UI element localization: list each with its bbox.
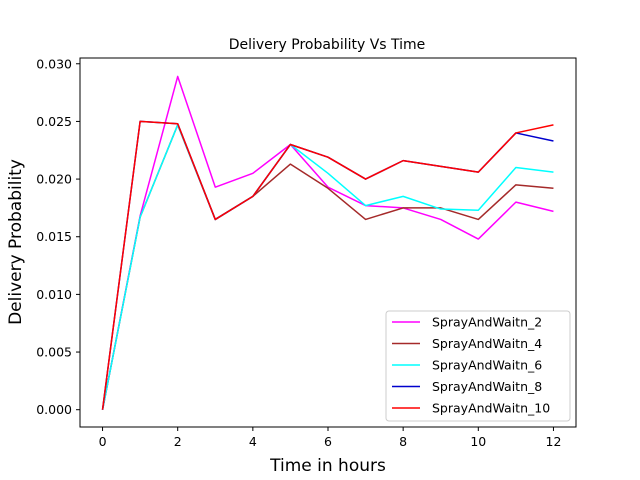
y-axis: 0.000 0.005 0.010 0.015 0.020 0.025 0.030	[36, 56, 80, 417]
legend-box	[385, 310, 571, 422]
y-tick-label: 0.030	[36, 56, 72, 71]
y-tick-label: 0.010	[36, 287, 72, 302]
y-tick-label: 0.015	[36, 229, 72, 244]
legend-label-4: SprayAndWaitn_8	[432, 379, 542, 394]
y-tick-label: 0.020	[36, 172, 72, 187]
series-line-5	[101, 120, 554, 410]
series-line-1	[101, 75, 554, 410]
legend: SprayAndWaitn_2 SprayAndWaitn_4 SprayAndWa…	[385, 310, 571, 422]
x-tick-label: 0	[99, 434, 107, 449]
legend-label-5: SprayAndWaitn_10	[432, 401, 550, 416]
x-tick-label: 10	[470, 434, 486, 449]
plot-series	[101, 75, 554, 410]
x-tick-label: 12	[546, 434, 562, 449]
y-axis-label: Delivery Probability	[6, 159, 26, 325]
legend-label-3: SprayAndWaitn_6	[432, 358, 542, 373]
x-tick-label: 6	[324, 434, 332, 449]
chart-title: Delivery Probability Vs Time	[229, 37, 426, 53]
y-tick-label: 0.000	[36, 402, 72, 417]
x-tick-label: 4	[249, 434, 257, 449]
x-tick-label: 2	[174, 434, 182, 449]
y-tick-label: 0.005	[36, 345, 72, 360]
y-tick-label: 0.025	[36, 114, 72, 129]
x-tick-label: 8	[399, 434, 407, 449]
legend-label-1: SprayAndWaitn_2	[432, 315, 542, 330]
legend-label-2: SprayAndWaitn_4	[432, 336, 542, 351]
x-axis-label: Time in hours	[269, 456, 386, 476]
x-axis: 0 2 4 6 8 10 12	[99, 427, 562, 449]
